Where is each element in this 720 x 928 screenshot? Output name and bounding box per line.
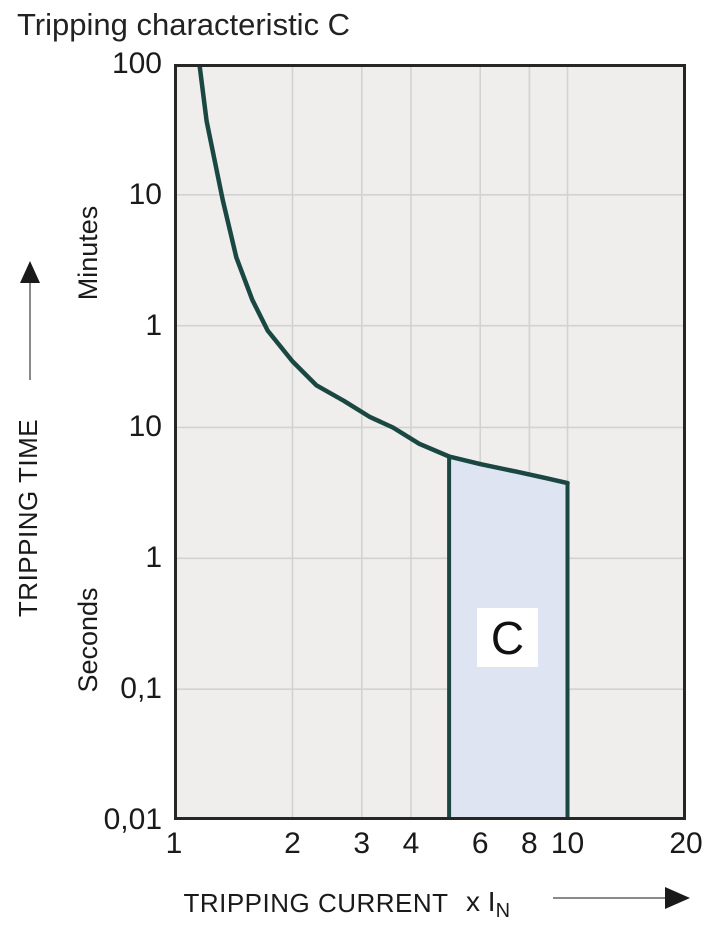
region-label-box: [477, 608, 538, 667]
x-tick-label: 1: [165, 827, 183, 860]
y-tick-label: 1: [145, 541, 162, 575]
y-tick-label: 1: [145, 308, 162, 342]
y-tick-label: 0,1: [120, 672, 162, 706]
figure-title: Tripping characteristic C: [17, 7, 351, 42]
plot-frame: [174, 64, 686, 820]
x-tick-label: 20: [669, 827, 703, 860]
right-arrowhead-icon: [665, 887, 690, 909]
y-tick-label: 10: [128, 410, 162, 444]
up-arrowhead-icon: [20, 261, 40, 283]
y-tick-label: 10: [128, 177, 162, 211]
up-arrow-shaft: [28, 283, 32, 380]
plot-background: [174, 64, 686, 820]
y-tick-label: 100: [111, 47, 162, 80]
x-tick-label: 2: [284, 827, 301, 860]
x-axis-multiplier: x IN: [466, 884, 511, 922]
right-arrow-icon: [553, 886, 695, 910]
x-tick-label: 8: [521, 827, 538, 860]
multiplier-text: x I: [466, 886, 496, 917]
multiplier-subscript: N: [495, 900, 511, 922]
plot-area: C: [174, 64, 686, 820]
region-label: C: [491, 612, 524, 664]
x-tick-label: 3: [353, 827, 371, 860]
up-arrow-icon: [20, 261, 40, 381]
x-tick-label: 4: [402, 827, 420, 860]
y-tick-label: 0,01: [103, 803, 162, 836]
tripping-curve: [197, 64, 570, 486]
x-tick-label: 10: [550, 827, 585, 860]
x-axis-title: TRIPPING CURRENT: [183, 888, 449, 918]
x-tick-label: 6: [471, 827, 489, 860]
right-arrow-shaft: [553, 896, 665, 900]
